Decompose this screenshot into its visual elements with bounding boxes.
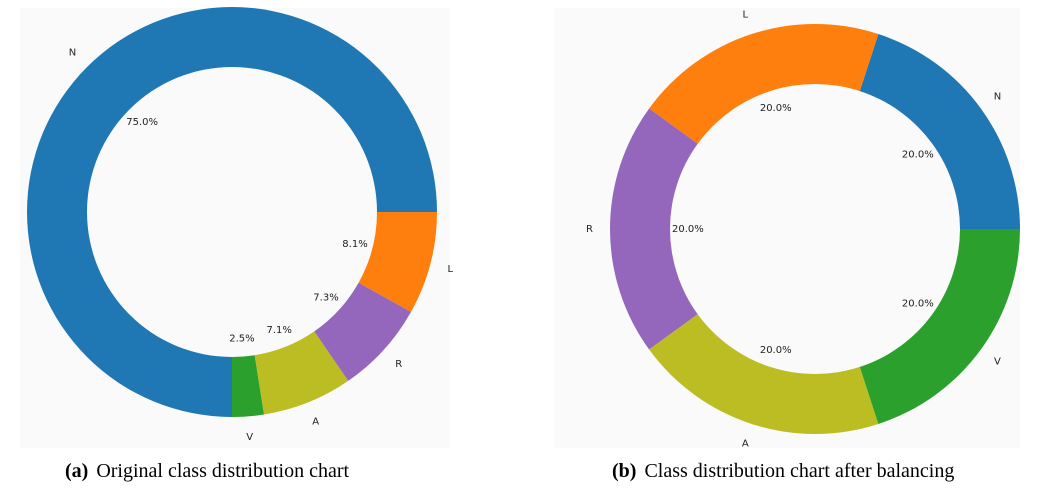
percent-label-R: 7.3% bbox=[313, 293, 338, 304]
category-label-L: L bbox=[447, 264, 453, 275]
donut-slice-L bbox=[358, 212, 437, 312]
category-label-N: N bbox=[994, 91, 1001, 102]
caption-a: (a) Original class distribution chart bbox=[65, 460, 349, 483]
donut-slice-A bbox=[254, 331, 349, 415]
donut-slice-L bbox=[649, 24, 879, 144]
caption-tag: (a) bbox=[65, 460, 89, 482]
percent-label-V: 2.5% bbox=[229, 334, 254, 345]
caption-text: Original class distribution chart bbox=[96, 460, 350, 482]
percent-label-A: 20.0% bbox=[760, 345, 792, 356]
category-label-V: V bbox=[994, 357, 1001, 368]
chart-panel-a: N 75.0% V 2.5% A 7.1% R 7.3% L 8.1% (a) Original c… bbox=[0, 0, 470, 495]
donut-chart-a: N 75.0% V 2.5% A 7.1% R 7.3% L 8.1% bbox=[27, 7, 453, 443]
caption-text: Class distribution chart after balancing bbox=[644, 460, 955, 482]
percent-label-N: 20.0% bbox=[902, 149, 934, 160]
percent-label-L: 20.0% bbox=[760, 103, 792, 114]
percent-label-N: 75.0% bbox=[126, 117, 158, 128]
category-label-R: R bbox=[395, 359, 402, 370]
caption-tag: (b) bbox=[612, 460, 637, 482]
category-label-A: A bbox=[742, 438, 749, 449]
chart-panel-b: N 20.0% L 20.0% R 20.0% A 20.0% V 20.0% (b) Class … bbox=[540, 0, 1047, 495]
donut-slice-A bbox=[649, 314, 879, 434]
donut-slice-N bbox=[859, 34, 1020, 229]
category-label-V: V bbox=[246, 432, 253, 443]
percent-label-V: 20.0% bbox=[902, 299, 934, 310]
donut-slice-V bbox=[859, 229, 1020, 424]
donut-chart-b: N 20.0% L 20.0% R 20.0% A 20.0% V 20.0% bbox=[586, 10, 1020, 449]
donut-slice-R bbox=[314, 282, 412, 381]
caption-b: (b) Class distribution chart after balanc… bbox=[612, 460, 954, 483]
percent-label-A: 7.1% bbox=[266, 325, 291, 336]
percent-label-R: 20.0% bbox=[672, 224, 704, 235]
category-label-R: R bbox=[586, 224, 593, 235]
donut-slice-V bbox=[232, 355, 265, 417]
category-label-L: L bbox=[743, 10, 749, 21]
category-label-N: N bbox=[69, 48, 76, 59]
percent-label-L: 8.1% bbox=[342, 239, 367, 250]
donut-slice-R bbox=[610, 108, 698, 350]
category-label-A: A bbox=[312, 416, 319, 427]
